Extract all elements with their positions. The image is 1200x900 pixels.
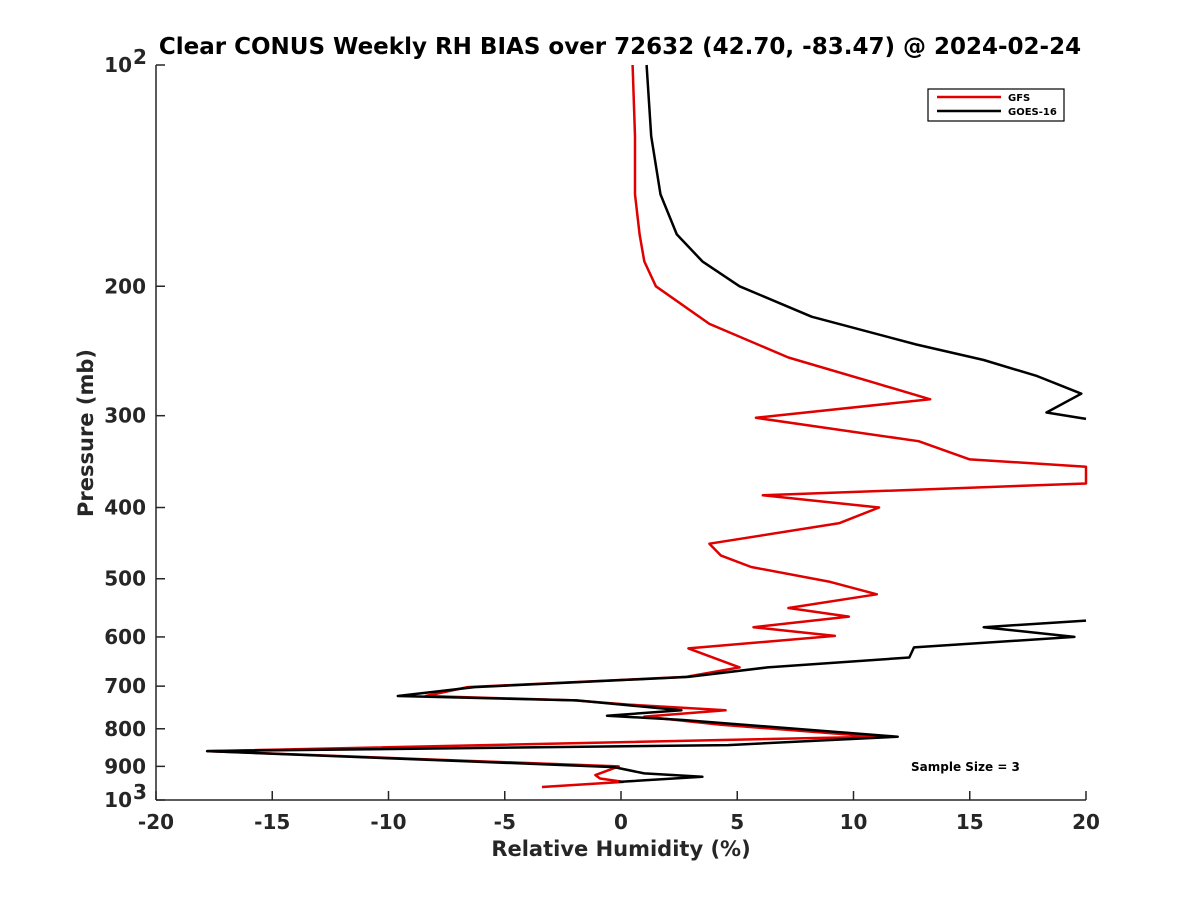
legend-box <box>927 88 1065 122</box>
y-tick-label: 600 <box>104 625 146 649</box>
x-tick-label: -20 <box>138 810 174 834</box>
series-line-gfs <box>205 64 1088 789</box>
y-tick-label: 300 <box>104 404 146 428</box>
y-tick-label: 700 <box>104 674 146 698</box>
sample-size-annotation: Sample Size = 3 <box>911 760 1020 774</box>
y-tick-label: 900 <box>104 754 146 778</box>
series-line-goes-16 <box>205 64 1087 784</box>
legend-label-goes16: GOES-16 <box>1008 107 1057 118</box>
x-tick-label: 20 <box>1072 810 1100 834</box>
x-tick-label: 0 <box>614 810 628 834</box>
y-tick-label: 800 <box>104 717 146 741</box>
chart-title: Clear CONUS Weekly RH BIAS over 72632 (4… <box>159 34 1081 60</box>
y-tick-exponent: 2 <box>133 45 147 69</box>
plot-area <box>205 64 1088 789</box>
y-tick-label: 400 <box>104 496 146 520</box>
x-tick-label: -15 <box>254 810 290 834</box>
x-axis-ticks: -20 -15 -10 -5 0 5 10 15 20 <box>138 791 1100 834</box>
legend-label-gfs: GFS <box>1008 93 1030 104</box>
y-tick-label: 10 <box>104 53 132 77</box>
x-tick-label: 10 <box>840 810 868 834</box>
x-axis-label: Relative Humidity (%) <box>491 837 750 861</box>
y-tick-label: 10 <box>104 788 132 812</box>
axes-frame <box>155 65 1086 801</box>
y-tick-exponent: 3 <box>133 780 147 804</box>
x-tick-label: -10 <box>370 810 406 834</box>
legend: GFS GOES-16 <box>927 88 1065 122</box>
x-tick-label: -5 <box>494 810 516 834</box>
x-tick-label: 15 <box>956 810 984 834</box>
x-tick-label: 5 <box>730 810 744 834</box>
y-axis-label: Pressure (mb) <box>74 349 98 517</box>
y-tick-label: 200 <box>104 274 146 298</box>
y-tick-label: 500 <box>104 567 146 591</box>
